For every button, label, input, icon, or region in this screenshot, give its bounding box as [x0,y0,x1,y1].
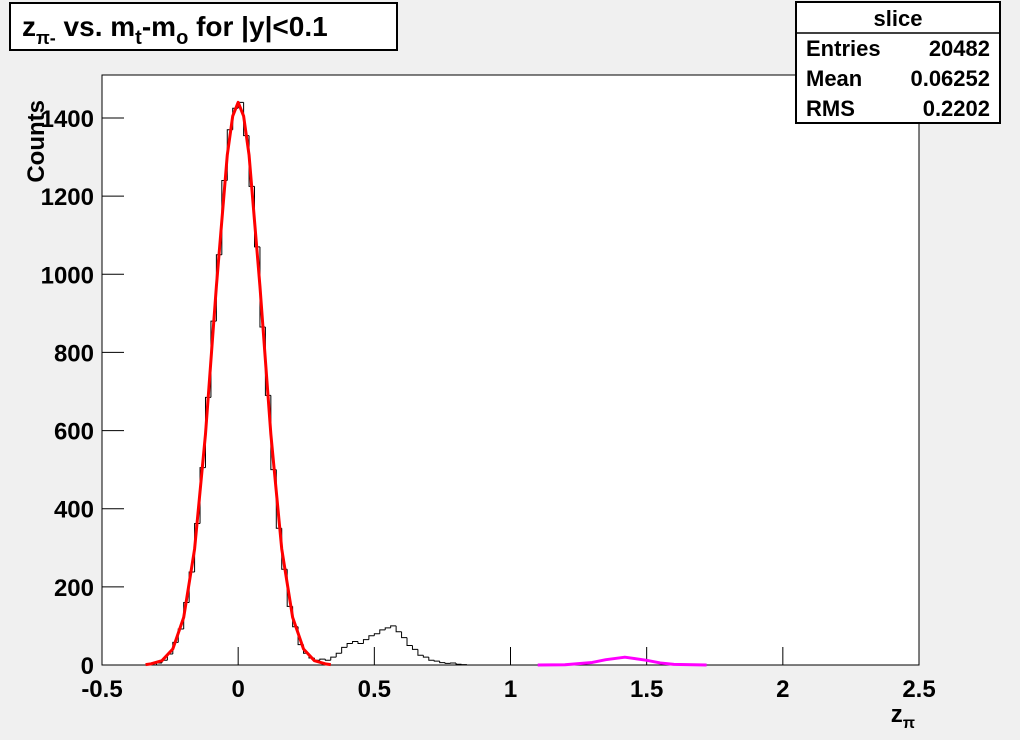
y-tick-label: 800 [54,340,94,367]
x-tick-label: 0 [231,676,244,703]
y-tick-label: 1400 [41,106,94,133]
histogram-bin [417,649,424,656]
stats-value: 0.06252 [910,66,990,91]
x-label-part: π [903,715,915,732]
title-box [9,2,398,51]
x-tick-label: -0.5 [81,676,122,703]
histogram-bin [319,658,326,661]
stats-label: Entries [806,36,881,61]
y-tick-label: 0 [81,653,94,680]
x-tick-label: 1 [504,676,517,703]
histogram-bin [406,637,413,646]
histogram-bin [357,641,364,645]
histogram-bin [422,655,429,658]
x-tick-label: 1.5 [630,676,663,703]
histogram-bin [341,646,348,654]
histogram-bin [444,662,451,664]
stats-box [795,1,1001,124]
histogram-bin [362,639,369,644]
histogram-bin [433,660,440,662]
title-part: vs. m [56,11,135,42]
y-axis-label: Counts [23,100,50,183]
y-tick-label: 600 [54,419,94,446]
plot-frame [101,74,920,666]
histogram-bin [379,629,386,634]
stats-value: 0.2202 [923,96,990,121]
chart-title: zπ- vs. mt-mo for |y|<0.1 [22,11,328,49]
histogram-bin [390,625,397,628]
histogram-bin [384,627,391,630]
x-axis-label: zπ [891,701,915,732]
title-part: for |y|<0.1 [188,11,327,42]
stats-label: RMS [806,96,855,121]
histogram-bin [324,659,331,661]
y-tick-label: 1200 [41,184,94,211]
y-tick-label: 200 [54,575,94,602]
stats-title: slice [874,6,923,31]
y-tick-label: 400 [54,497,94,524]
histogram-bin [428,657,435,661]
title-part: π- [36,28,56,48]
histogram-bin [335,652,342,658]
histogram-bin [439,661,446,664]
histogram-bin [330,656,337,661]
histogram-bin [368,635,375,640]
fit-curve [145,100,331,667]
y-tick-label: 1000 [41,262,94,289]
title-part: o [176,27,188,49]
x-label-part: z [891,701,903,728]
histogram-bin [373,633,380,636]
title-part: -m [142,11,176,42]
histogram-bin [346,643,353,648]
title-part: t [135,27,142,49]
x-tick-label: 2.5 [902,676,935,703]
x-tick-label: 2 [776,676,789,703]
stats-label: Mean [806,66,862,91]
fit-curve [537,655,707,667]
histogram-bin [401,631,408,639]
histogram-bin [352,641,358,644]
x-tick-label: 0.5 [358,676,391,703]
histogram-bin [455,663,462,665]
stats-value: 20482 [929,36,990,61]
title-part: z [22,11,36,42]
histogram-bin [395,625,402,633]
histogram-bin [411,645,418,650]
